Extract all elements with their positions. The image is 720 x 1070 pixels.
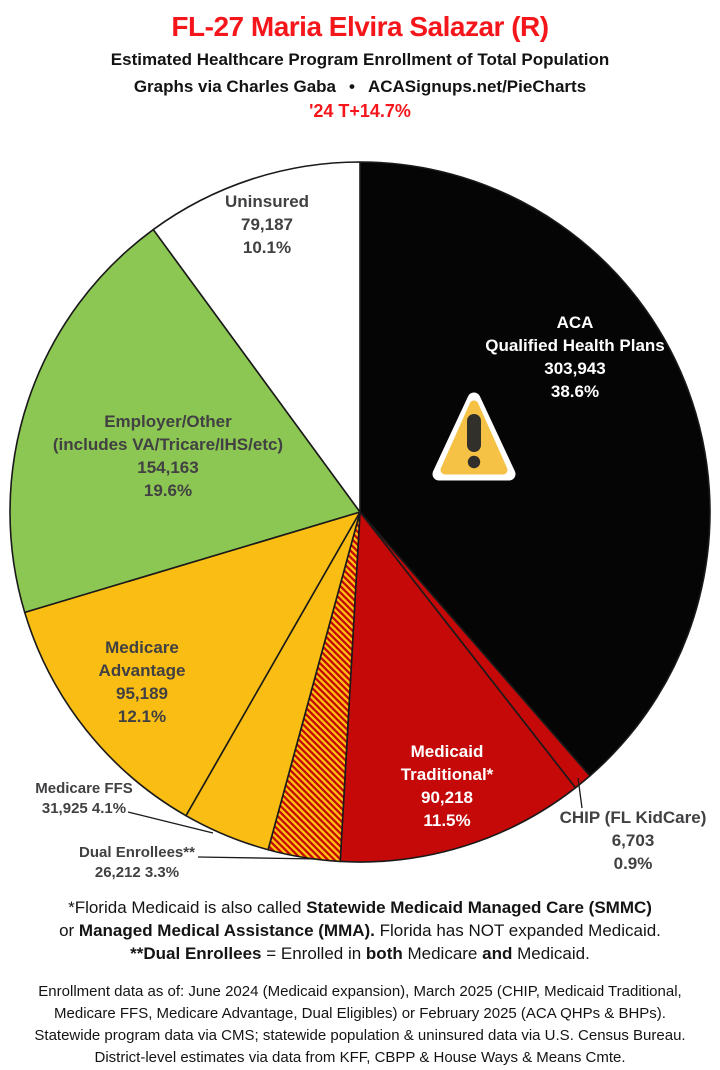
bullet-separator: •	[349, 77, 355, 96]
swing-line: '24 T+14.7%	[309, 101, 411, 121]
credit-right: ACASignups.net/PieCharts	[367, 77, 587, 96]
label-dual-enrollees: Dual Enrollees** 26,212 3.3%	[79, 844, 195, 881]
leader-lines	[127, 777, 583, 860]
page-title: FL-27 Maria Elvira Salazar (R)	[171, 11, 549, 42]
label-medicare-ffs: Medicare FFS 31,925 4.1%	[35, 780, 133, 817]
source-note: Enrollment data as of: June 2024 (Medica…	[34, 983, 686, 1066]
leader-medicare-ffs	[127, 811, 214, 834]
pie-slice-uninsured	[152, 161, 361, 513]
pie-slice-medicaid-traditional	[339, 511, 577, 863]
label-uninsured: Uninsured 79,187 10.1%	[224, 192, 310, 257]
footnote: *Florida Medicaid is also called Statewi…	[59, 898, 661, 963]
warning-icon	[432, 392, 516, 481]
pie-chart	[9, 161, 711, 863]
label-medicare-advantage: Medicare Advantage 95,189 12.1%	[98, 638, 186, 726]
label-medicaid-traditional: Medicaid Traditional* 90,218 11.5%	[400, 742, 494, 830]
label-aca-qhp: ACA Qualified Health Plans 303,943 38.6%	[485, 313, 665, 401]
pie-slice-aca-qhp	[359, 161, 711, 777]
pie-slices	[9, 161, 711, 863]
leader-dual-enrollees	[197, 856, 319, 860]
credit-left: Graphs via Charles Gaba	[133, 77, 337, 96]
label-employer-other: Employer/Other (includes VA/Tricare/IHS/…	[52, 412, 284, 500]
subtitle: Estimated Healthcare Program Enrollment …	[110, 50, 610, 69]
pie-slice-employer-other	[9, 228, 361, 614]
label-chip: CHIP (FL KidCare) 6,703 0.9%	[559, 808, 707, 873]
credit-line: Graphs via Charles Gaba • ACASignups.net/P…	[0, 76, 720, 97]
header: FL-27 Maria Elvira Salazar (R) Estimated…	[0, 0, 720, 122]
leader-chip	[577, 777, 583, 809]
